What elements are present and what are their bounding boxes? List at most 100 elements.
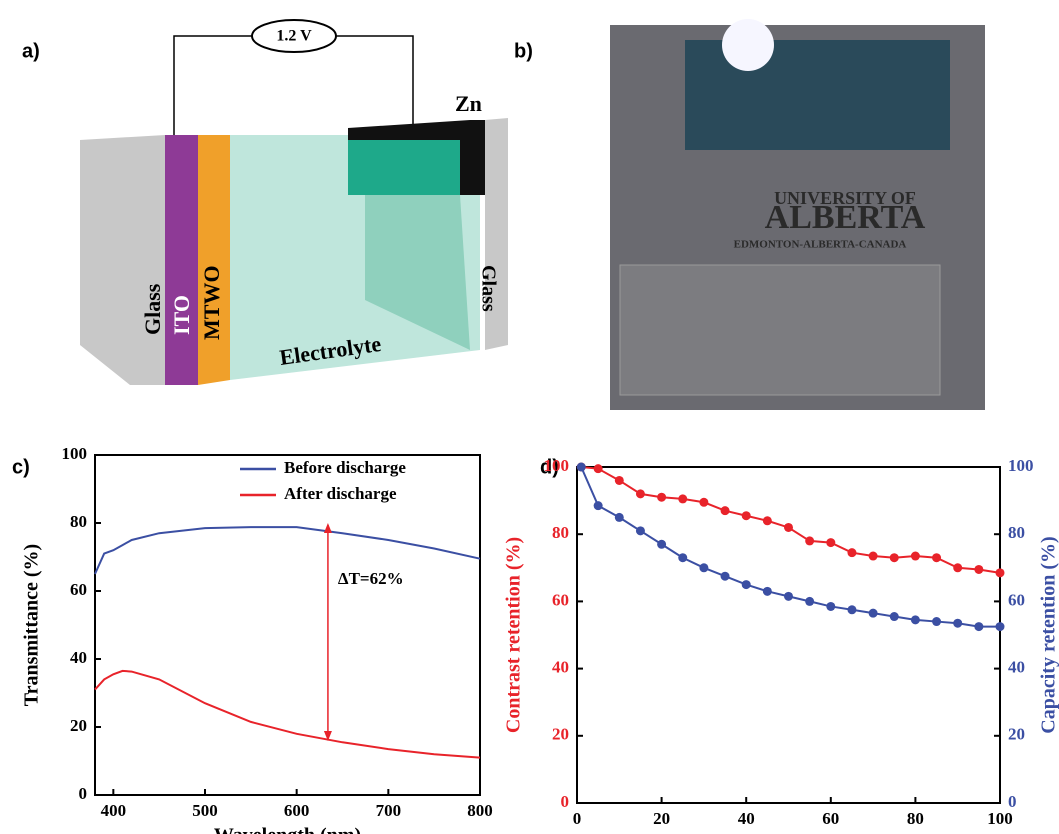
data-point	[932, 553, 941, 562]
data-point	[911, 552, 920, 561]
data-point	[721, 506, 730, 515]
x-tick-label: 60	[822, 809, 839, 828]
data-point	[742, 511, 751, 520]
x-tick-label: 500	[192, 801, 218, 820]
arrow-head	[324, 523, 332, 533]
y-tick-label: 60	[552, 590, 569, 609]
legend-label: After discharge	[284, 484, 397, 503]
data-point	[763, 587, 772, 596]
ito-label: ITO	[169, 295, 194, 335]
data-point	[847, 605, 856, 614]
x-tick-label: 20	[653, 809, 670, 828]
data-point	[763, 516, 772, 525]
x-tick-label: 400	[101, 801, 127, 820]
y2-tick-label: 80	[1008, 523, 1025, 542]
plot-frame	[95, 455, 480, 795]
y-tick-label: 60	[70, 580, 87, 599]
x-tick-label: 80	[907, 809, 924, 828]
mtwo-layer	[198, 135, 230, 385]
data-point	[847, 548, 856, 557]
plot-frame	[577, 467, 1000, 803]
panel-label: a)	[22, 40, 40, 62]
data-point	[636, 526, 645, 535]
mtwo-label: MTWO	[199, 265, 224, 340]
glass-label: Glass	[140, 283, 165, 335]
panel-label: c)	[12, 456, 30, 478]
y2-axis-label: Capacity retention (%)	[1038, 536, 1059, 733]
photo: UNIVERSITY OF ALBERTA EDMONTON-ALBERTA-C…	[610, 19, 985, 410]
y-axis-label: Contrast retention (%)	[503, 537, 525, 733]
x-axis-label: Wavelength (nm)	[214, 825, 361, 834]
data-point	[657, 493, 666, 502]
y-tick-label: 0	[79, 784, 88, 803]
voltage: 1.2 V	[276, 28, 312, 45]
data-point	[911, 615, 920, 624]
panel-label: b)	[514, 40, 533, 62]
y-tick-label: 40	[70, 648, 87, 667]
data-point	[636, 489, 645, 498]
figure: a) b) c) d) 1.2 V Zn Glass ITO MTWO Elec…	[0, 0, 1059, 834]
y-tick-label: 100	[544, 456, 570, 475]
y-axis-label: Transmittance (%)	[21, 544, 43, 706]
data-point	[742, 580, 751, 589]
data-point	[657, 540, 666, 549]
glass-right	[485, 118, 508, 350]
data-point	[953, 619, 962, 628]
data-point	[615, 513, 624, 522]
y-tick-label: 100	[62, 444, 88, 463]
y-tick-label: 80	[70, 512, 87, 531]
ito-layer	[165, 135, 198, 385]
data-point	[974, 622, 983, 631]
y2-tick-label: 20	[1008, 725, 1025, 744]
data-point	[577, 463, 586, 472]
y2-tick-label: 100	[1008, 456, 1034, 475]
series-line	[581, 467, 1000, 627]
x-tick-label: 600	[284, 801, 310, 820]
data-point	[594, 501, 603, 510]
zn-face	[348, 140, 460, 195]
data-point	[805, 536, 814, 545]
cell-diagram: 1.2 V Zn Glass ITO MTWO Electrolyte Glas…	[80, 20, 508, 385]
data-point	[996, 622, 1005, 631]
data-point	[953, 563, 962, 572]
data-point	[996, 568, 1005, 577]
data-point	[784, 523, 793, 532]
data-point	[805, 597, 814, 606]
device	[620, 265, 940, 395]
y-tick-label: 20	[552, 725, 569, 744]
y-tick-label: 0	[561, 792, 570, 811]
data-point	[699, 563, 708, 572]
data-point	[594, 464, 603, 473]
zn-label: Zn	[455, 91, 482, 116]
data-point	[869, 609, 878, 618]
data-point	[699, 498, 708, 507]
y2-tick-label: 40	[1008, 658, 1025, 677]
y2-tick-label: 0	[1008, 792, 1017, 811]
data-point	[890, 553, 899, 562]
data-point	[784, 592, 793, 601]
glass-left	[80, 135, 165, 385]
y-tick-label: 20	[70, 716, 87, 735]
data-point	[890, 612, 899, 621]
x-tick-label: 40	[738, 809, 755, 828]
x-tick-label: 800	[467, 801, 493, 820]
data-point	[615, 476, 624, 485]
led-light	[722, 19, 774, 71]
y-tick-label: 40	[552, 658, 569, 677]
x-tick-label: 0	[573, 809, 582, 828]
x-tick-label: 100	[987, 809, 1013, 828]
data-point	[826, 602, 835, 611]
x-tick-label: 700	[376, 801, 402, 820]
data-point	[932, 617, 941, 626]
annotation: ΔT=62%	[338, 569, 404, 588]
series-line	[95, 671, 480, 758]
series-line	[95, 527, 480, 574]
glass-label: Glass	[477, 265, 499, 312]
data-point	[678, 553, 687, 562]
y2-tick-label: 60	[1008, 590, 1025, 609]
data-point	[826, 538, 835, 547]
data-point	[678, 494, 687, 503]
data-point	[974, 565, 983, 574]
data-point	[869, 552, 878, 561]
legend-label: Before discharge	[284, 458, 406, 477]
